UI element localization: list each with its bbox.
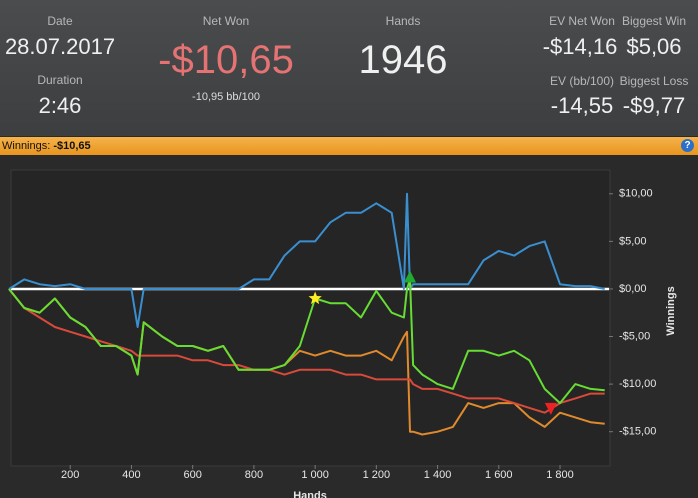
series-line bbox=[8, 192, 605, 328]
series-line bbox=[8, 278, 605, 405]
bar-value: -$10,65 bbox=[53, 140, 91, 152]
hands: 1946 bbox=[358, 38, 448, 82]
hands-label: Hands bbox=[385, 14, 421, 28]
biggest-win-label: Biggest Win bbox=[621, 14, 687, 28]
x-tick-label: 400 bbox=[122, 469, 140, 481]
y-tick-label: $0,00 bbox=[619, 283, 647, 295]
bar-label: Winnings: bbox=[2, 140, 51, 152]
duration-label: Duration bbox=[37, 73, 83, 87]
date: 28.07.2017 bbox=[4, 34, 116, 59]
y-tick-label: -$10,00 bbox=[619, 378, 656, 390]
x-tick-label: 1 800 bbox=[546, 469, 574, 481]
x-tick-label: 200 bbox=[61, 469, 79, 481]
plot-area bbox=[10, 169, 611, 467]
bb100: -10,95 bb/100 bbox=[192, 91, 260, 103]
marker bbox=[404, 270, 417, 283]
x-tick-label: 1 200 bbox=[363, 469, 391, 481]
y-tick-label: -$5,00 bbox=[619, 330, 650, 342]
date-label: Date bbox=[47, 14, 73, 28]
x-tick-label: 1 400 bbox=[424, 469, 452, 481]
y-tick-label: $5,00 bbox=[619, 235, 647, 247]
x-axis-label: Hands bbox=[293, 490, 327, 498]
x-tick-label: 1 600 bbox=[485, 469, 513, 481]
marker bbox=[544, 402, 557, 415]
ev-bb100: -14,55 bbox=[550, 93, 614, 118]
biggest-loss: -$9,77 bbox=[622, 93, 686, 118]
biggest-loss-label: Biggest Loss bbox=[619, 74, 689, 88]
y-tick-label: -$15,00 bbox=[619, 426, 656, 438]
duration: 2:46 bbox=[38, 93, 82, 118]
marker bbox=[308, 291, 322, 305]
stats-panel: Date 28.07.2017 Duration 2:46 Net Won -$… bbox=[0, 0, 698, 136]
net-won: -$10,65 bbox=[158, 38, 294, 82]
ev-net-won-label: EV Net Won bbox=[549, 14, 615, 28]
winnings-bar: Winnings: -$10,65 ? bbox=[0, 137, 698, 155]
chart: Winnings Hands 200 400 600 800 1 000 1 200 1 4… bbox=[8, 169, 677, 498]
x-tick-label: 800 bbox=[245, 469, 263, 481]
x-tick-label: 1 000 bbox=[301, 469, 329, 481]
y-tick-label: $10,00 bbox=[619, 188, 653, 200]
net-won-label: Net Won bbox=[202, 14, 250, 28]
ev-bb100-label: EV (bb/100) bbox=[549, 74, 615, 88]
x-tick-label: 600 bbox=[183, 469, 201, 481]
y-axis-label: Winnings bbox=[665, 286, 677, 335]
biggest-win: $5,06 bbox=[626, 34, 682, 59]
help-button[interactable]: ? bbox=[681, 139, 694, 152]
ev-net-won: -$14,16 bbox=[542, 34, 618, 59]
